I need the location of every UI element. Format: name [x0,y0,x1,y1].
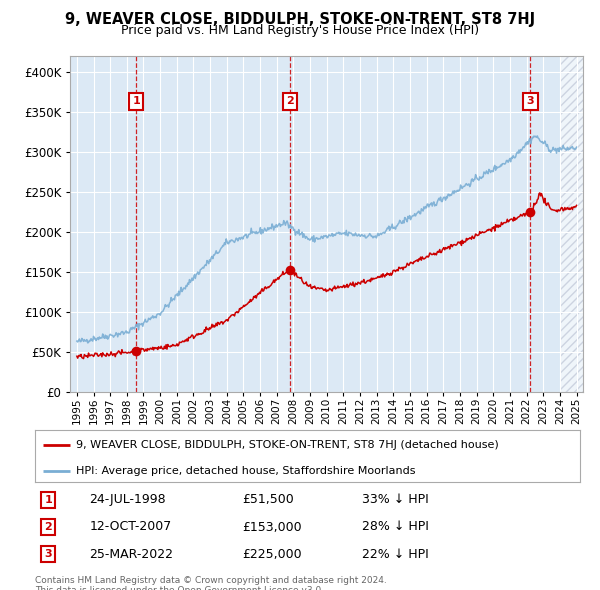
Text: 1: 1 [44,495,52,505]
Text: This data is licensed under the Open Government Licence v3.0.: This data is licensed under the Open Gov… [35,586,324,590]
Text: 33% ↓ HPI: 33% ↓ HPI [362,493,428,506]
Text: 9, WEAVER CLOSE, BIDDULPH, STOKE-ON-TRENT, ST8 7HJ: 9, WEAVER CLOSE, BIDDULPH, STOKE-ON-TREN… [65,12,535,27]
Text: £51,500: £51,500 [242,493,293,506]
Text: 28% ↓ HPI: 28% ↓ HPI [362,520,428,533]
Text: Contains HM Land Registry data © Crown copyright and database right 2024.: Contains HM Land Registry data © Crown c… [35,576,386,585]
Text: £225,000: £225,000 [242,548,301,560]
Text: 12-OCT-2007: 12-OCT-2007 [89,520,172,533]
Text: 25-MAR-2022: 25-MAR-2022 [89,548,173,560]
Text: HPI: Average price, detached house, Staffordshire Moorlands: HPI: Average price, detached house, Staf… [76,466,415,476]
Text: 1: 1 [132,96,140,106]
Text: £153,000: £153,000 [242,520,301,533]
Text: 2: 2 [286,96,293,106]
Text: 22% ↓ HPI: 22% ↓ HPI [362,548,428,560]
Text: Price paid vs. HM Land Registry's House Price Index (HPI): Price paid vs. HM Land Registry's House … [121,24,479,37]
Text: 3: 3 [44,549,52,559]
Text: 9, WEAVER CLOSE, BIDDULPH, STOKE-ON-TRENT, ST8 7HJ (detached house): 9, WEAVER CLOSE, BIDDULPH, STOKE-ON-TREN… [76,440,499,450]
Bar [560,56,583,392]
Text: 2: 2 [44,522,52,532]
Text: 24-JUL-1998: 24-JUL-1998 [89,493,166,506]
Text: 3: 3 [527,96,534,106]
